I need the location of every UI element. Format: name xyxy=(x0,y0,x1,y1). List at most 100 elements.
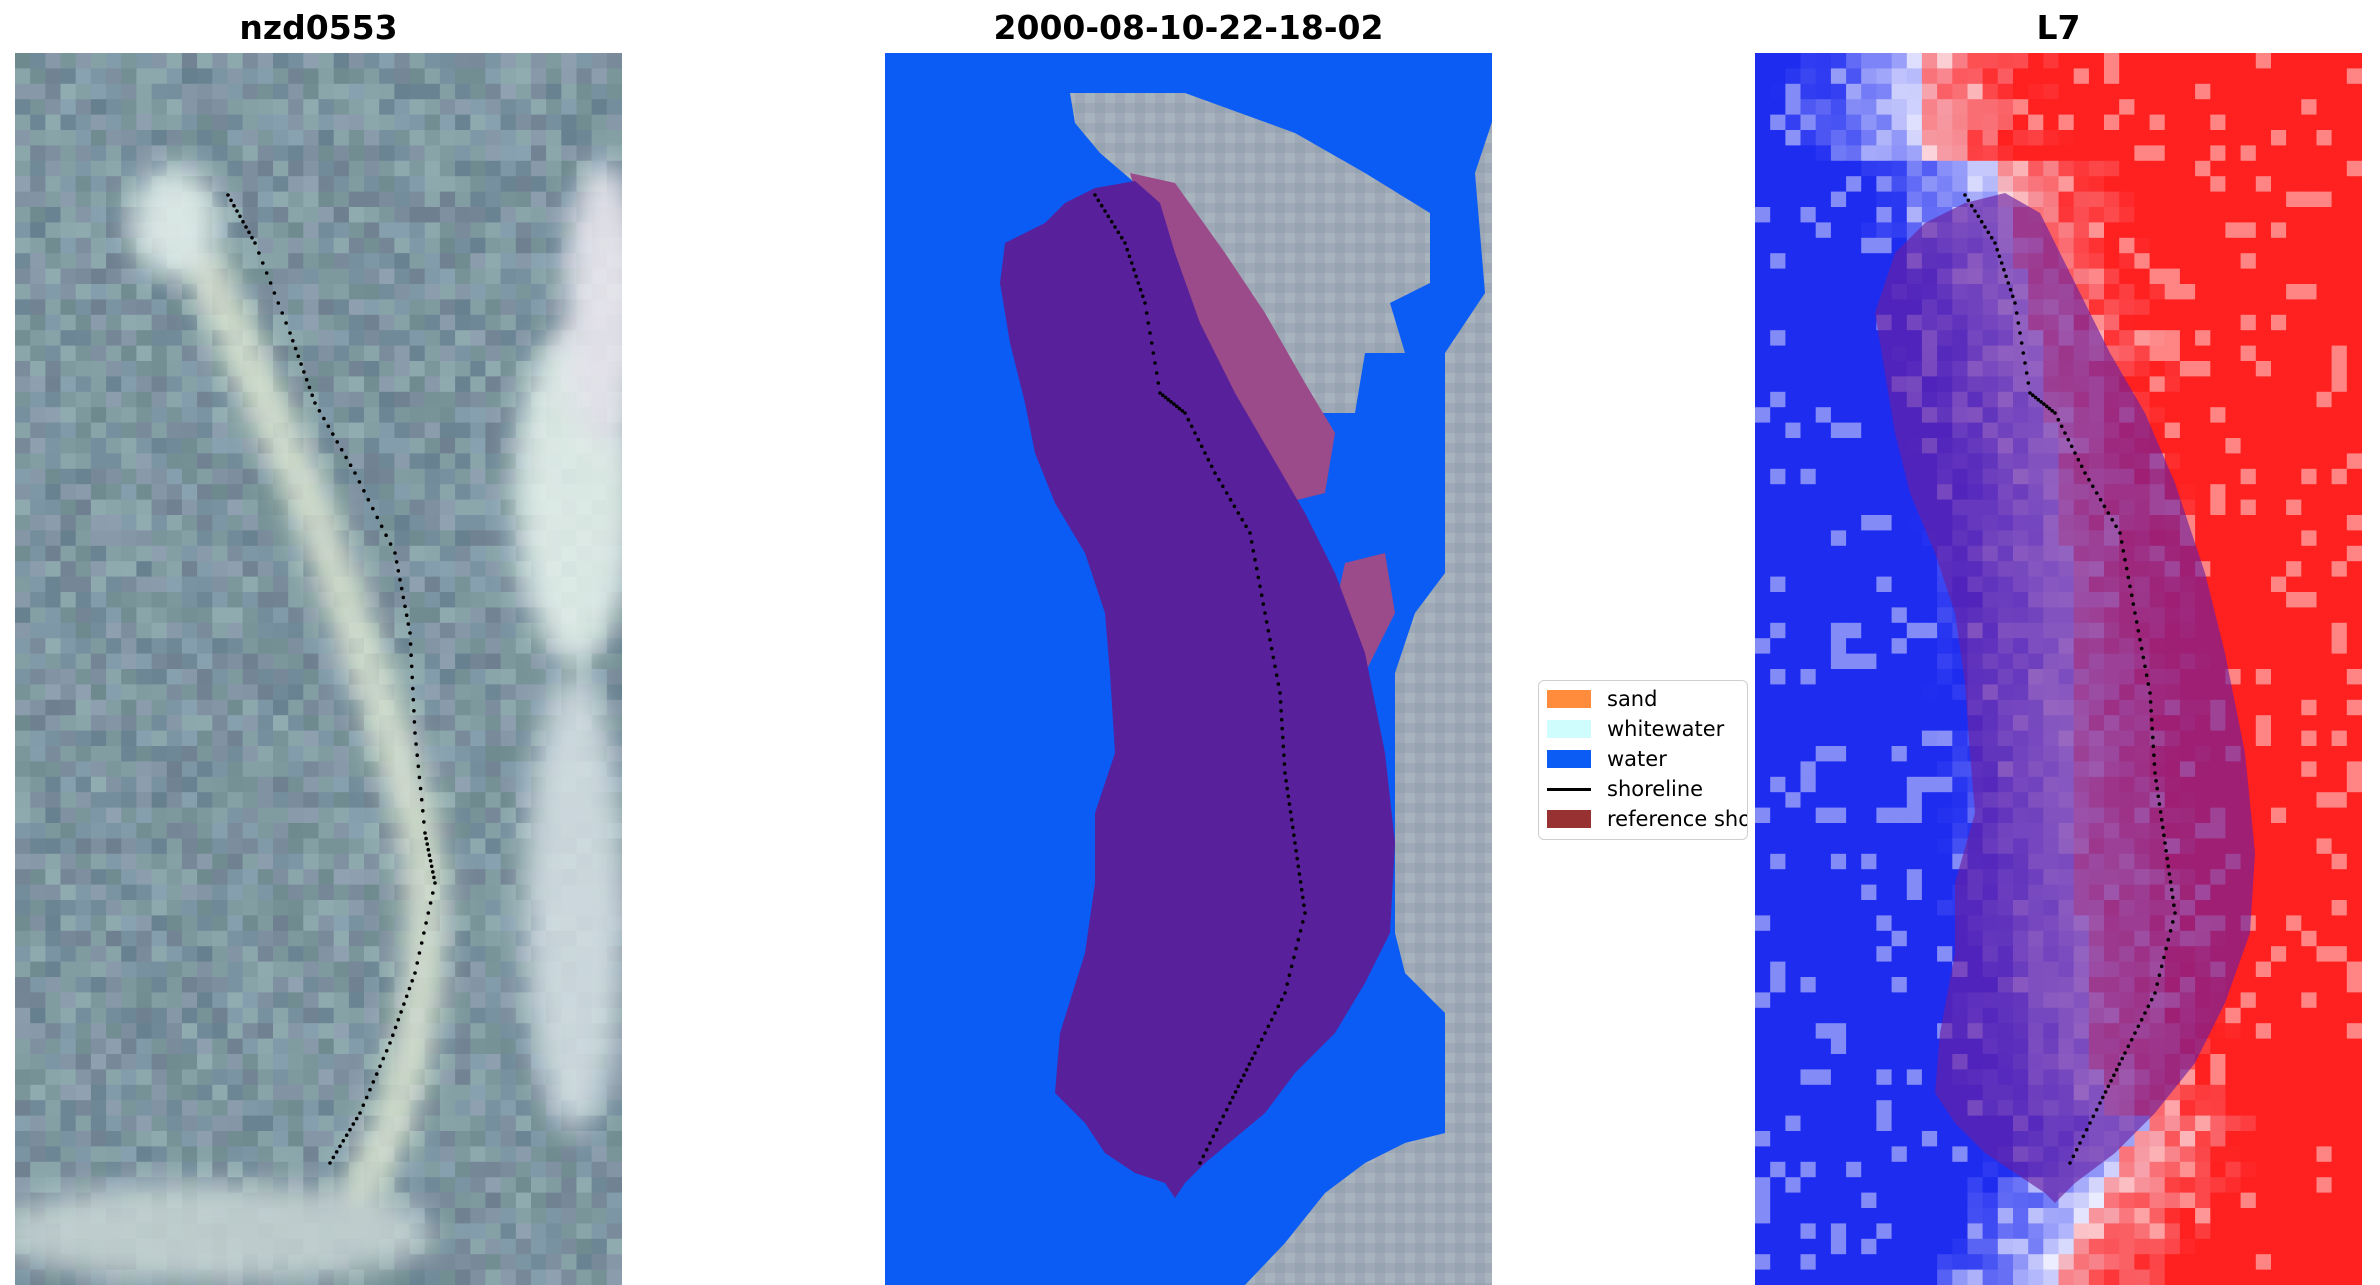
legend-item-reference-shoreline: reference shoreline buffer xyxy=(1547,805,1748,833)
shoreline-point xyxy=(408,987,412,991)
shoreline-point xyxy=(2169,880,2173,884)
shoreline-point xyxy=(427,848,431,852)
legend: sand whitewater water shoreline referenc… xyxy=(1538,680,1748,840)
shoreline-point xyxy=(358,480,362,484)
shoreline-point xyxy=(244,225,248,229)
shoreline-point xyxy=(1288,802,1292,806)
shoreline-point xyxy=(1110,220,1114,224)
shoreline-point xyxy=(2020,341,2024,345)
shoreline-point xyxy=(424,837,428,841)
rgb-satellite-image xyxy=(15,53,622,1285)
shoreline-point xyxy=(1290,965,1294,969)
shoreline-point xyxy=(261,261,265,265)
shoreline-point xyxy=(1139,288,1143,292)
shoreline-point xyxy=(1093,193,1097,197)
shoreline-point xyxy=(1157,381,1161,385)
shoreline-point xyxy=(2150,727,2154,731)
classified-image xyxy=(885,53,1492,1285)
shoreline-point xyxy=(1263,1031,1267,1035)
shoreline-point xyxy=(1100,204,1104,208)
shoreline-point xyxy=(402,596,406,600)
shoreline-point xyxy=(2143,1011,2147,1015)
shoreline-point xyxy=(2053,411,2057,415)
shoreline-point xyxy=(2095,491,2099,495)
shoreline-point xyxy=(1279,709,1283,713)
shoreline-point xyxy=(297,355,301,359)
shoreline-point xyxy=(2042,402,2046,406)
shoreline-point xyxy=(1225,1108,1229,1112)
shoreline-point xyxy=(1212,1135,1216,1139)
shoreline-point xyxy=(1221,485,1225,489)
shoreline-point xyxy=(1141,295,1145,299)
shoreline-point xyxy=(1260,593,1264,597)
shoreline-point xyxy=(1272,656,1276,660)
shoreline-point xyxy=(2104,1090,2108,1094)
shoreline-point xyxy=(253,241,257,245)
shoreline-point xyxy=(318,409,322,413)
shoreline-point xyxy=(257,251,261,255)
shoreline-point xyxy=(2025,371,2029,375)
shoreline-point xyxy=(2083,471,2087,475)
shoreline-point xyxy=(2004,275,2008,279)
shoreline-point xyxy=(427,911,431,915)
shoreline-point xyxy=(1237,1085,1241,1089)
shoreline-point xyxy=(1161,393,1165,397)
shoreline-point xyxy=(1228,1101,1232,1105)
shoreline-point xyxy=(1265,620,1269,624)
shoreline-point xyxy=(2153,762,2157,766)
shoreline-point xyxy=(338,1145,342,1149)
shoreline-point xyxy=(2037,398,2041,402)
shoreline-point xyxy=(302,370,306,374)
shoreline-point xyxy=(1229,498,1233,502)
shoreline-point xyxy=(1282,745,1286,749)
shoreline-point xyxy=(421,809,425,813)
shoreline-point xyxy=(1987,231,1991,235)
shoreline-point xyxy=(429,901,433,905)
shoreline-point xyxy=(1993,241,1997,245)
shoreline-point xyxy=(2070,445,2074,449)
shoreline-point xyxy=(1183,411,1187,415)
shoreline-point xyxy=(2114,525,2118,529)
shoreline-point xyxy=(1288,973,1292,977)
shoreline-point xyxy=(1263,611,1267,615)
shoreline-point xyxy=(2048,407,2052,411)
shoreline-point xyxy=(1200,445,1204,449)
shoreline-point xyxy=(1217,478,1221,482)
shoreline-point xyxy=(344,456,348,460)
shoreline-point xyxy=(1283,991,1287,995)
shoreline-point xyxy=(2092,1115,2096,1119)
shoreline-point xyxy=(1273,1011,1277,1015)
shoreline-point xyxy=(2152,745,2156,749)
shoreline-point xyxy=(1279,700,1283,704)
shoreline-point xyxy=(1257,576,1261,580)
shoreline-point xyxy=(345,1133,349,1137)
legend-label-water: water xyxy=(1607,747,1667,771)
shoreline-point xyxy=(380,525,384,529)
shoreline-point xyxy=(407,622,411,626)
shoreline-point xyxy=(308,386,312,390)
shoreline-point xyxy=(1301,896,1305,900)
shoreline-point xyxy=(2167,938,2171,942)
shoreline-point xyxy=(428,853,432,857)
shoreline-point xyxy=(1245,1068,1249,1072)
shoreline-point xyxy=(342,1139,346,1143)
legend-item-shoreline: shoreline xyxy=(1547,775,1703,803)
shoreline-point xyxy=(335,1150,339,1154)
shoreline-point xyxy=(2163,841,2167,845)
shoreline-point xyxy=(1152,351,1156,355)
shoreline-point xyxy=(2067,438,2071,442)
shoreline-point xyxy=(1117,231,1121,235)
sand-swatch xyxy=(1547,690,1591,708)
reference-shoreline-swatch xyxy=(1547,810,1591,828)
shoreline-point xyxy=(2002,268,2006,272)
legend-item-water: water xyxy=(1547,745,1667,773)
shoreline-point xyxy=(2060,425,2064,429)
shoreline-point xyxy=(340,448,344,452)
shoreline-point xyxy=(2007,281,2011,285)
shoreline-point xyxy=(1213,471,1217,475)
shoreline-point xyxy=(1303,911,1307,915)
shoreline-point xyxy=(247,231,251,235)
shoreline-point xyxy=(430,865,434,869)
shoreline-point xyxy=(2107,511,2111,515)
shoreline-point xyxy=(2122,549,2126,553)
